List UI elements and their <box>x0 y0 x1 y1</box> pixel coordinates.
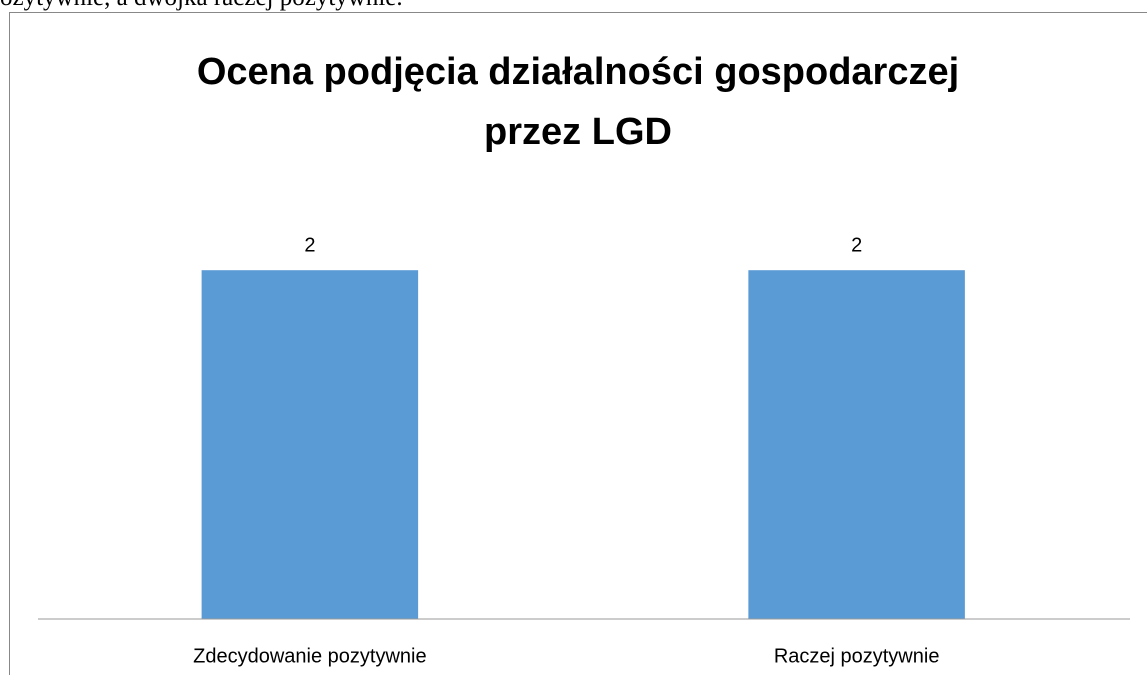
document-text: ozytywnie, a dwójka raczej pozytywnie. <box>0 0 403 12</box>
chart-frame <box>9 12 1147 675</box>
data-label: 2 <box>304 234 315 256</box>
bar <box>201 270 419 619</box>
bar <box>748 270 965 619</box>
chart-title: Ocena podjęcia działalności gospodarczej… <box>196 51 960 153</box>
data-label: 2 <box>851 234 862 256</box>
x-tick-label: Raczej pozytywnie <box>774 645 940 667</box>
x-tick-label: Zdecydowanie pozytywnie <box>193 645 426 667</box>
